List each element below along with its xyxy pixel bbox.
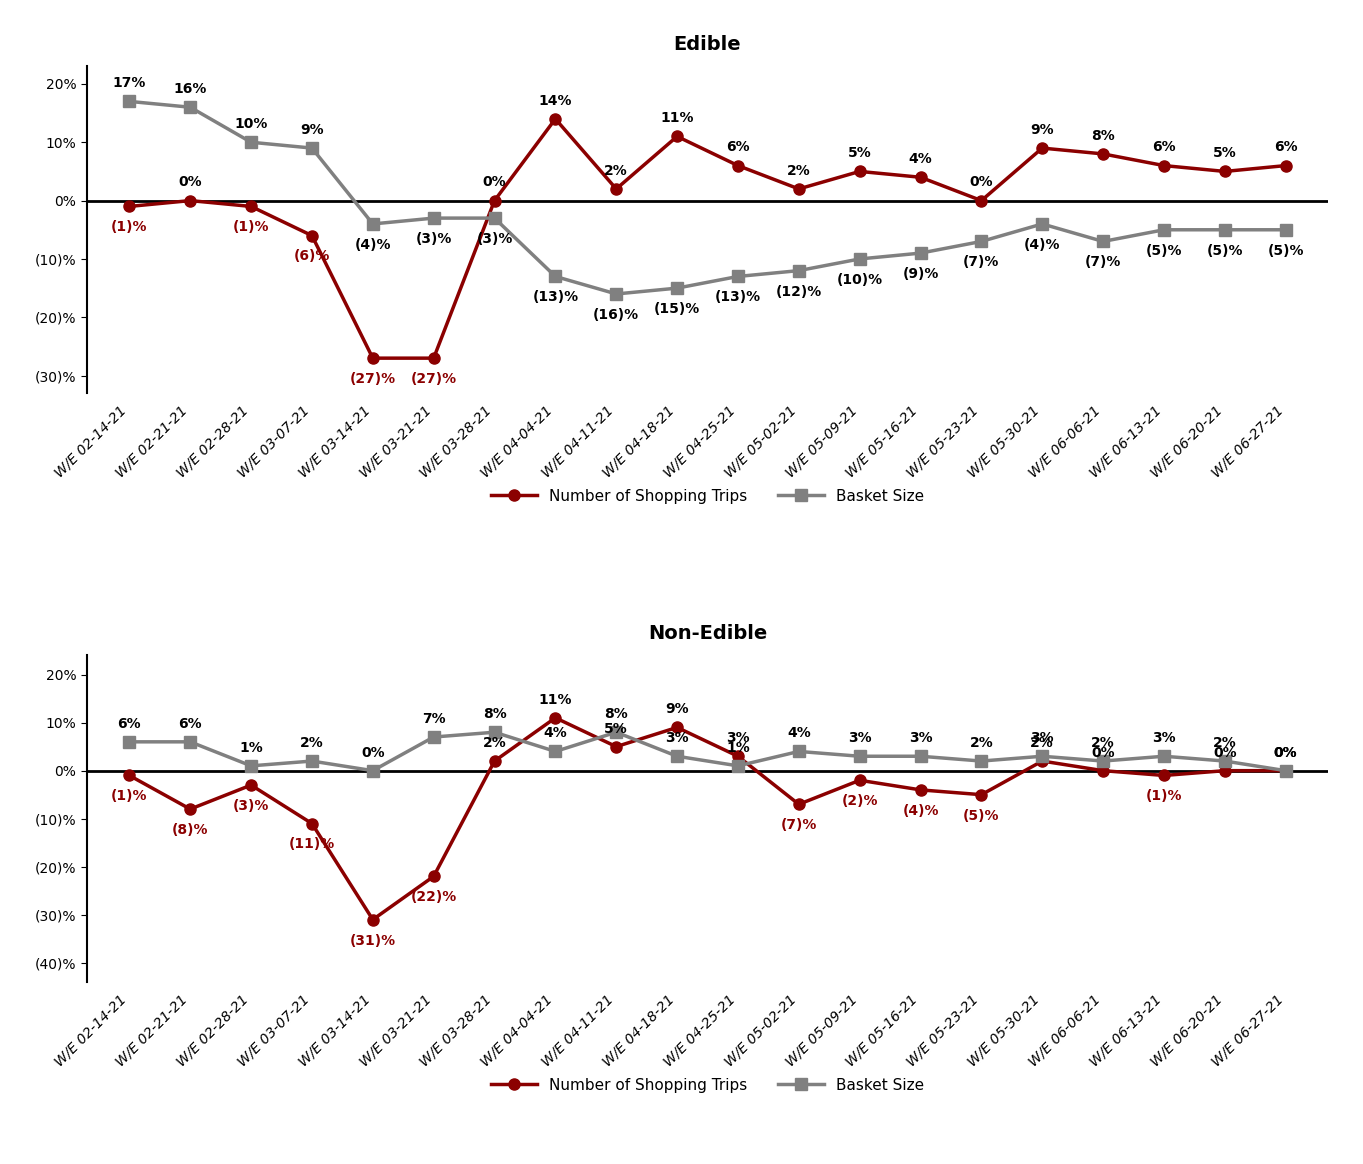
Text: 0%: 0% bbox=[1274, 746, 1298, 760]
Text: 3%: 3% bbox=[848, 731, 871, 745]
Text: (2)%: (2)% bbox=[841, 794, 878, 808]
Text: (6)%: (6)% bbox=[294, 249, 330, 263]
Text: 8%: 8% bbox=[604, 707, 628, 722]
Text: 5%: 5% bbox=[848, 147, 871, 161]
Text: 2%: 2% bbox=[483, 736, 507, 750]
Text: (10)%: (10)% bbox=[837, 272, 883, 286]
Text: (4)%: (4)% bbox=[902, 804, 939, 818]
Text: 3%: 3% bbox=[665, 731, 688, 745]
Text: (27)%: (27)% bbox=[350, 372, 395, 386]
Text: 0%: 0% bbox=[179, 176, 202, 190]
Text: 2%: 2% bbox=[300, 736, 324, 750]
Text: (1)%: (1)% bbox=[233, 220, 270, 234]
Text: (1)%: (1)% bbox=[1146, 789, 1182, 803]
Text: (27)%: (27)% bbox=[410, 372, 457, 386]
Text: (7)%: (7)% bbox=[964, 255, 999, 269]
Text: (11)%: (11)% bbox=[289, 837, 335, 851]
Text: 4%: 4% bbox=[909, 152, 932, 166]
Text: 0%: 0% bbox=[361, 746, 384, 760]
Text: (13)%: (13)% bbox=[533, 290, 578, 304]
Text: (3)%: (3)% bbox=[233, 799, 270, 812]
Text: (1)%: (1)% bbox=[112, 789, 147, 803]
Text: 0%: 0% bbox=[969, 176, 994, 190]
Text: 3%: 3% bbox=[909, 731, 932, 745]
Text: 8%: 8% bbox=[483, 707, 507, 722]
Text: 6%: 6% bbox=[179, 717, 202, 731]
Text: (4)%: (4)% bbox=[354, 237, 391, 251]
Text: 3%: 3% bbox=[1030, 731, 1054, 745]
Text: 5%: 5% bbox=[604, 722, 628, 736]
Text: (16)%: (16)% bbox=[593, 307, 639, 322]
Title: Edible: Edible bbox=[673, 35, 741, 54]
Legend: Number of Shopping Trips, Basket Size: Number of Shopping Trips, Basket Size bbox=[485, 482, 930, 510]
Text: 2%: 2% bbox=[1092, 736, 1115, 750]
Text: 2%: 2% bbox=[1030, 736, 1054, 750]
Text: 7%: 7% bbox=[421, 712, 446, 726]
Text: 2%: 2% bbox=[1213, 736, 1236, 750]
Text: (8)%: (8)% bbox=[172, 823, 209, 837]
Text: (5)%: (5)% bbox=[1206, 243, 1243, 257]
Text: 3%: 3% bbox=[1152, 731, 1176, 745]
Text: 0%: 0% bbox=[1213, 746, 1236, 760]
Text: 17%: 17% bbox=[113, 77, 146, 91]
Text: 2%: 2% bbox=[969, 736, 994, 750]
Text: 6%: 6% bbox=[117, 717, 142, 731]
Text: 5%: 5% bbox=[1213, 147, 1236, 161]
Text: (15)%: (15)% bbox=[654, 301, 701, 315]
Text: 11%: 11% bbox=[660, 112, 694, 126]
Text: (4)%: (4)% bbox=[1024, 237, 1060, 251]
Text: 0%: 0% bbox=[1092, 746, 1115, 760]
Text: (3)%: (3)% bbox=[476, 232, 512, 246]
Text: 0%: 0% bbox=[1274, 746, 1298, 760]
Text: 6%: 6% bbox=[1152, 141, 1176, 155]
Text: 11%: 11% bbox=[538, 693, 572, 707]
Text: (1)%: (1)% bbox=[112, 220, 147, 234]
Text: (5)%: (5)% bbox=[1146, 243, 1182, 257]
Text: (9)%: (9)% bbox=[902, 267, 939, 281]
Text: 1%: 1% bbox=[726, 740, 750, 754]
Text: (7)%: (7)% bbox=[781, 818, 816, 832]
Legend: Number of Shopping Trips, Basket Size: Number of Shopping Trips, Basket Size bbox=[485, 1071, 930, 1099]
Text: 16%: 16% bbox=[173, 83, 207, 97]
Text: 2%: 2% bbox=[786, 164, 811, 178]
Text: 0%: 0% bbox=[483, 176, 506, 190]
Text: (12)%: (12)% bbox=[776, 284, 822, 298]
Text: 4%: 4% bbox=[544, 726, 567, 740]
Text: (3)%: (3)% bbox=[416, 232, 453, 246]
Text: 3%: 3% bbox=[726, 731, 750, 745]
Text: (31)%: (31)% bbox=[350, 934, 395, 947]
Text: 8%: 8% bbox=[1092, 129, 1115, 143]
Text: 10%: 10% bbox=[234, 118, 267, 132]
Text: (7)%: (7)% bbox=[1085, 255, 1122, 269]
Text: 9%: 9% bbox=[665, 702, 688, 716]
Text: (13)%: (13)% bbox=[714, 290, 761, 304]
Title: Non-Edible: Non-Edible bbox=[647, 624, 767, 643]
Text: (5)%: (5)% bbox=[964, 809, 999, 823]
Text: (22)%: (22)% bbox=[410, 890, 457, 904]
Text: 1%: 1% bbox=[240, 740, 263, 754]
Text: 9%: 9% bbox=[300, 123, 324, 137]
Text: 9%: 9% bbox=[1030, 123, 1054, 137]
Text: 14%: 14% bbox=[538, 94, 572, 108]
Text: 6%: 6% bbox=[726, 141, 750, 155]
Text: 4%: 4% bbox=[786, 726, 811, 740]
Text: 6%: 6% bbox=[1274, 141, 1298, 155]
Text: 2%: 2% bbox=[604, 164, 628, 178]
Text: (5)%: (5)% bbox=[1268, 243, 1304, 257]
